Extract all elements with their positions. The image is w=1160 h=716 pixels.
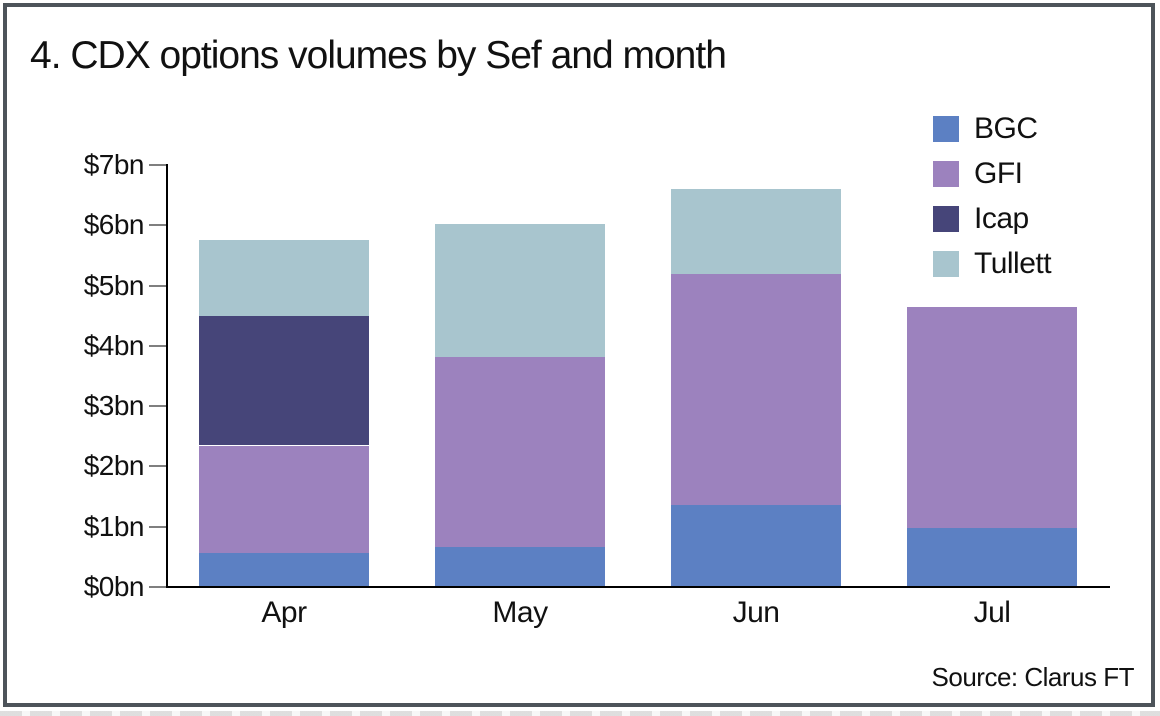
- y-tick-label: $0bn: [83, 571, 145, 602]
- bar-segment-bgc-jun: [671, 504, 841, 586]
- x-axis-label-may: May: [492, 596, 548, 629]
- bar-segment-tullett-apr: [199, 240, 369, 316]
- legend-swatch-icap: [933, 205, 959, 232]
- bar-segment-icap-apr: [199, 315, 369, 446]
- x-axis-label-jul: Jul: [973, 596, 1011, 629]
- y-tick: [149, 405, 166, 408]
- bar-segment-bgc-apr: [199, 552, 369, 586]
- chart-title: 4. CDX options volumes by Sef and month: [30, 34, 727, 77]
- y-tick: [149, 224, 166, 227]
- x-axis-line: [166, 586, 1110, 588]
- y-tick-label: $2bn: [83, 450, 145, 482]
- y-tick: [149, 284, 166, 287]
- legend-item-icap: Icap: [933, 196, 1051, 241]
- legend: BGC GFI Icap Tullett: [933, 106, 1052, 286]
- y-tick-label: $3bn: [83, 390, 145, 422]
- bar-segment-gfi-may: [435, 356, 605, 547]
- legend-swatch-tullett: [933, 250, 959, 277]
- x-axis-label-jun: Jun: [732, 596, 780, 629]
- legend-label: BGC: [974, 111, 1038, 145]
- y-tick-label: $6bn: [83, 209, 145, 241]
- y-tick: [149, 465, 166, 468]
- legend-label: Tullett: [974, 246, 1052, 280]
- legend-item-gfi: GFI: [933, 151, 1051, 196]
- source-note: Source: Clarus FT: [931, 662, 1135, 692]
- y-axis-line: [166, 163, 168, 588]
- bottom-edge-strip: [0, 711, 1160, 716]
- bar-segment-tullett-jun: [671, 189, 841, 275]
- y-tick-label: $4bn: [83, 329, 145, 361]
- bar-segment-gfi-apr: [199, 445, 369, 553]
- bar-segment-gfi-jul: [907, 307, 1077, 528]
- y-tick: [149, 163, 166, 166]
- bar-segment-bgc-may: [435, 546, 605, 586]
- legend-swatch-bgc: [933, 115, 959, 142]
- x-axis-label-apr: Apr: [261, 596, 307, 629]
- legend-label: GFI: [974, 156, 1023, 190]
- legend-label: Icap: [974, 201, 1029, 235]
- legend-item-tullett: Tullett: [933, 241, 1052, 286]
- bar-segment-bgc-jul: [907, 527, 1077, 586]
- y-tick-label: $5bn: [83, 269, 145, 301]
- y-tick-label: $1bn: [83, 510, 145, 542]
- y-tick-label: $7bn: [83, 148, 145, 180]
- bar-segment-tullett-may: [435, 224, 605, 357]
- y-tick: [149, 586, 166, 588]
- legend-swatch-gfi: [933, 160, 959, 187]
- bar-segment-gfi-jun: [671, 274, 841, 505]
- y-tick: [149, 525, 166, 528]
- y-tick: [149, 344, 166, 347]
- legend-item-bgc: BGC: [933, 106, 1051, 151]
